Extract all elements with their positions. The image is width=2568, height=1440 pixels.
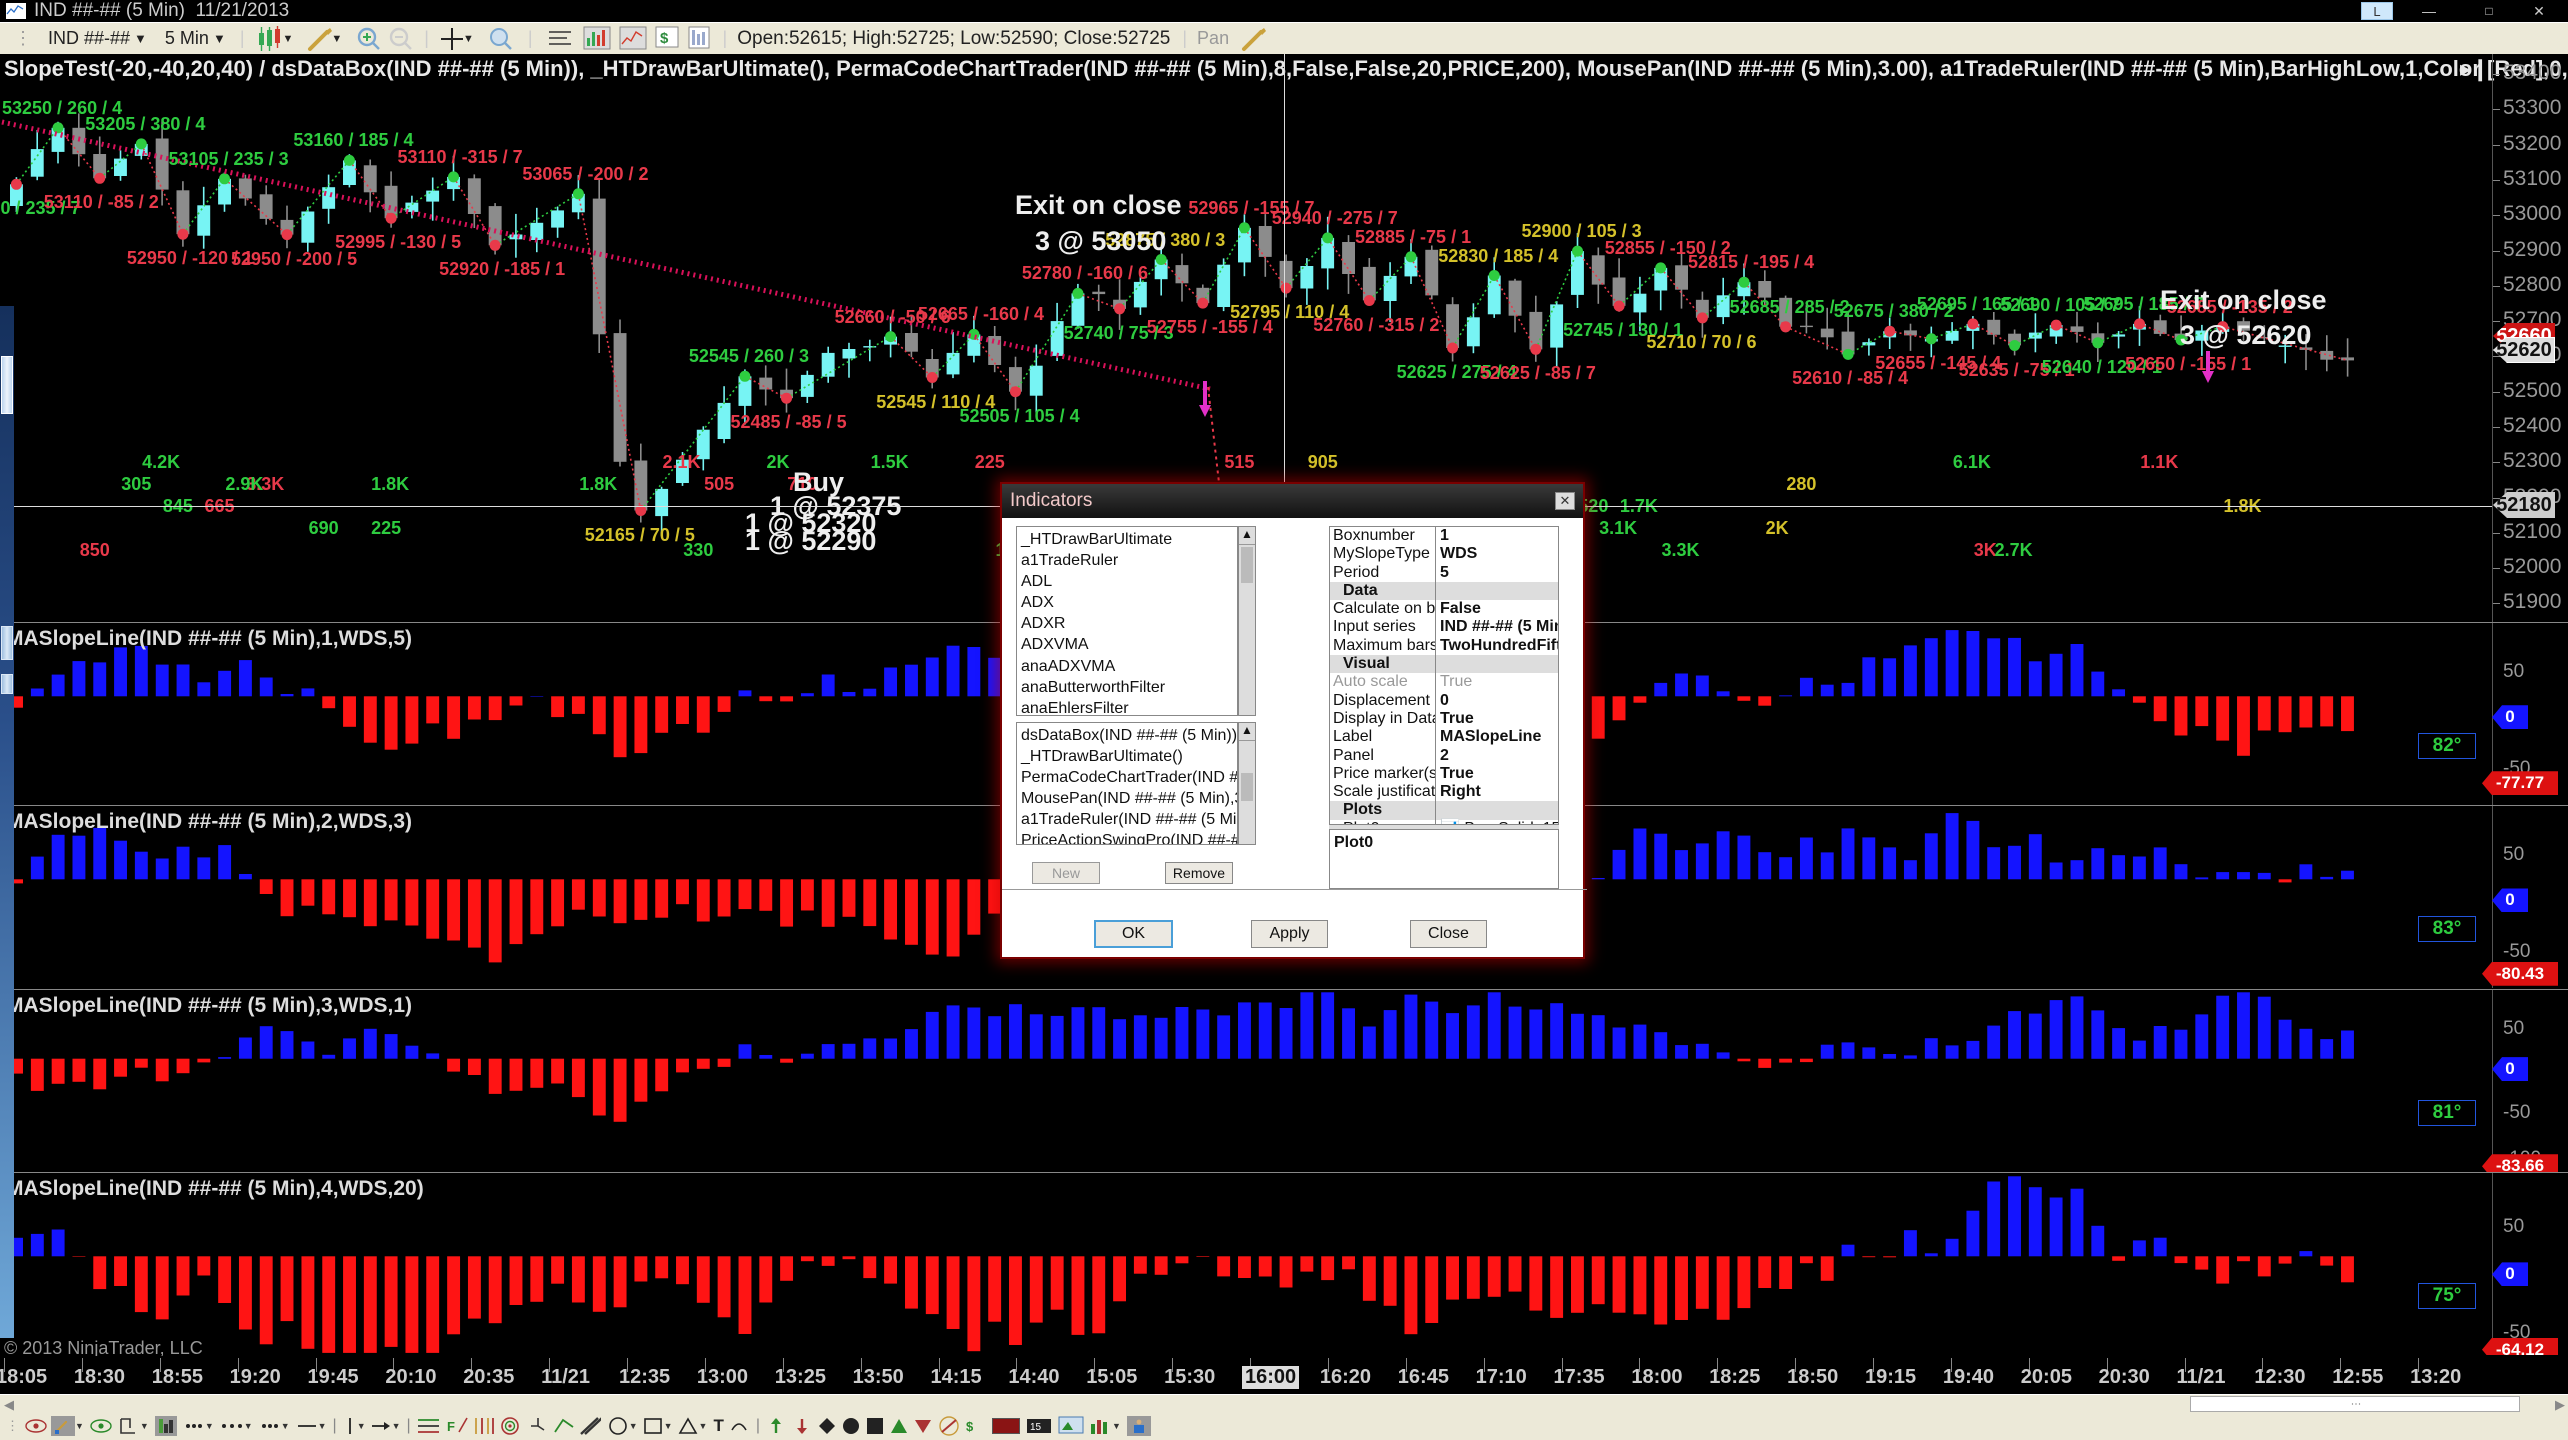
- svg-text:F: F: [447, 1419, 455, 1434]
- svg-text:15: 15: [1030, 1422, 1042, 1433]
- svg-text:$: $: [660, 30, 669, 47]
- svg-text:$: $: [966, 1419, 974, 1434]
